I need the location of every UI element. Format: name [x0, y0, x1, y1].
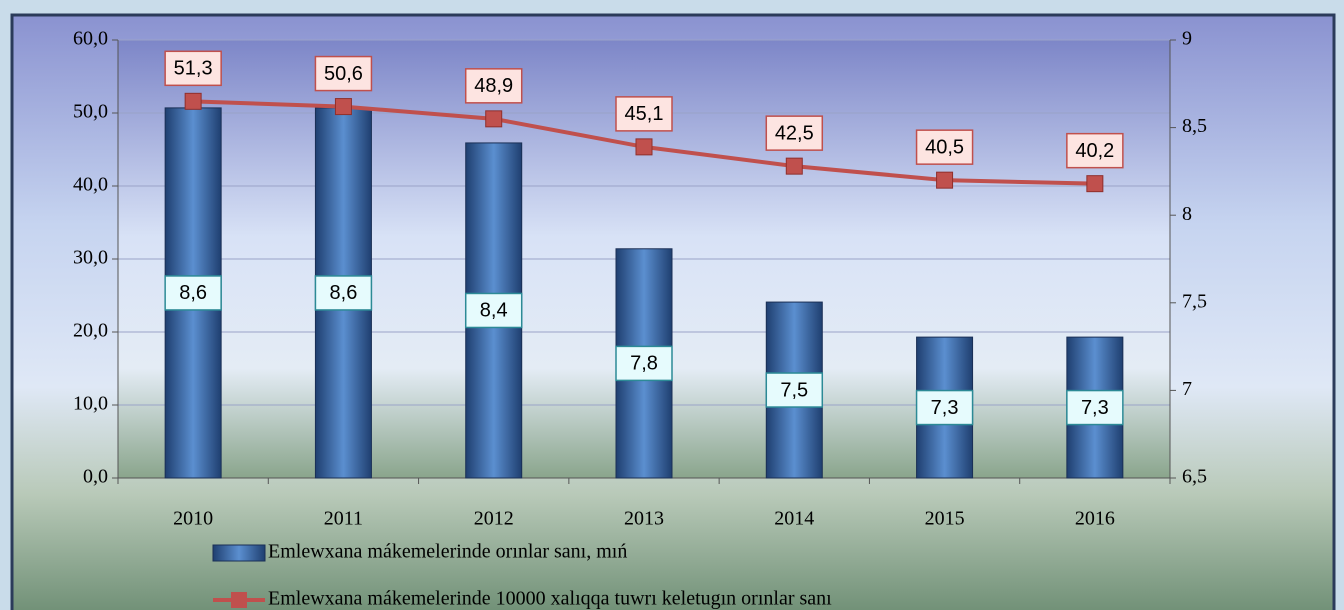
marker [635, 138, 653, 156]
y-tick-label: 30,0 [73, 247, 108, 269]
y-tick-label: 40,0 [73, 174, 108, 196]
x-tick-label: 2013 [624, 508, 664, 530]
marker [184, 92, 202, 110]
y2-tick-label: 8 [1182, 203, 1192, 225]
data-label: 42,5 [775, 122, 814, 144]
data-label: 8,6 [330, 282, 358, 304]
x-tick-label: 2012 [474, 508, 514, 530]
y2-tick-label: 7,5 [1182, 290, 1207, 312]
data-label-box [464, 68, 523, 104]
y-tick-label: 10,0 [73, 393, 108, 415]
marker [785, 157, 803, 175]
data-label-box [164, 50, 222, 87]
data-label: 8,4 [480, 300, 508, 322]
data-label: 7,3 [931, 397, 959, 419]
y-tick-label: 20,0 [73, 320, 108, 342]
y2-tick-label: 9 [1182, 28, 1192, 50]
data-label-box [314, 275, 373, 311]
data-label: 51,3 [174, 58, 213, 80]
marker [334, 98, 352, 116]
data-label: 50,6 [324, 63, 363, 85]
x-tick-label: 2011 [324, 508, 363, 530]
data-label-box [464, 292, 523, 329]
data-label: 40,2 [1075, 140, 1114, 162]
y2-tick-label: 7 [1182, 378, 1192, 400]
data-label-box [615, 96, 673, 132]
data-label: 7,5 [780, 379, 808, 401]
legend-label: Emlewxana mákemelerinde 10000 xalıqqa tu… [268, 588, 832, 610]
legend-label: Emlewxana mákemelerinde orınlar sanı, mı… [268, 541, 627, 563]
legend-swatch [212, 544, 266, 562]
data-label: 7,3 [1081, 397, 1109, 419]
y-tick-label: 60,0 [73, 28, 108, 50]
data-label-box [1066, 389, 1124, 426]
data-label-box [164, 275, 222, 311]
legend-marker [231, 592, 247, 608]
marker [936, 171, 954, 189]
data-label-box [1066, 132, 1124, 169]
data-label-box [615, 345, 673, 382]
y-tick-label: 0,0 [83, 466, 108, 488]
x-tick-label: 2016 [1075, 508, 1115, 530]
data-label-box [314, 55, 373, 92]
data-label: 48,9 [474, 75, 513, 97]
marker [1086, 175, 1104, 193]
data-label: 7,8 [630, 353, 658, 375]
data-label: 45,1 [625, 103, 664, 125]
x-tick-label: 2010 [173, 508, 213, 530]
y2-tick-label: 6,5 [1182, 466, 1207, 488]
data-label-box [765, 115, 824, 151]
x-tick-label: 2014 [774, 508, 814, 530]
y2-tick-label: 8,5 [1182, 115, 1207, 137]
data-label-box [765, 372, 824, 408]
y-tick-label: 50,0 [73, 101, 108, 123]
data-label-box [915, 129, 974, 165]
x-tick-label: 2015 [925, 508, 965, 530]
data-label: 8,6 [179, 282, 207, 304]
data-label-box [915, 389, 974, 426]
marker [485, 110, 503, 128]
data-label: 40,5 [925, 136, 964, 158]
